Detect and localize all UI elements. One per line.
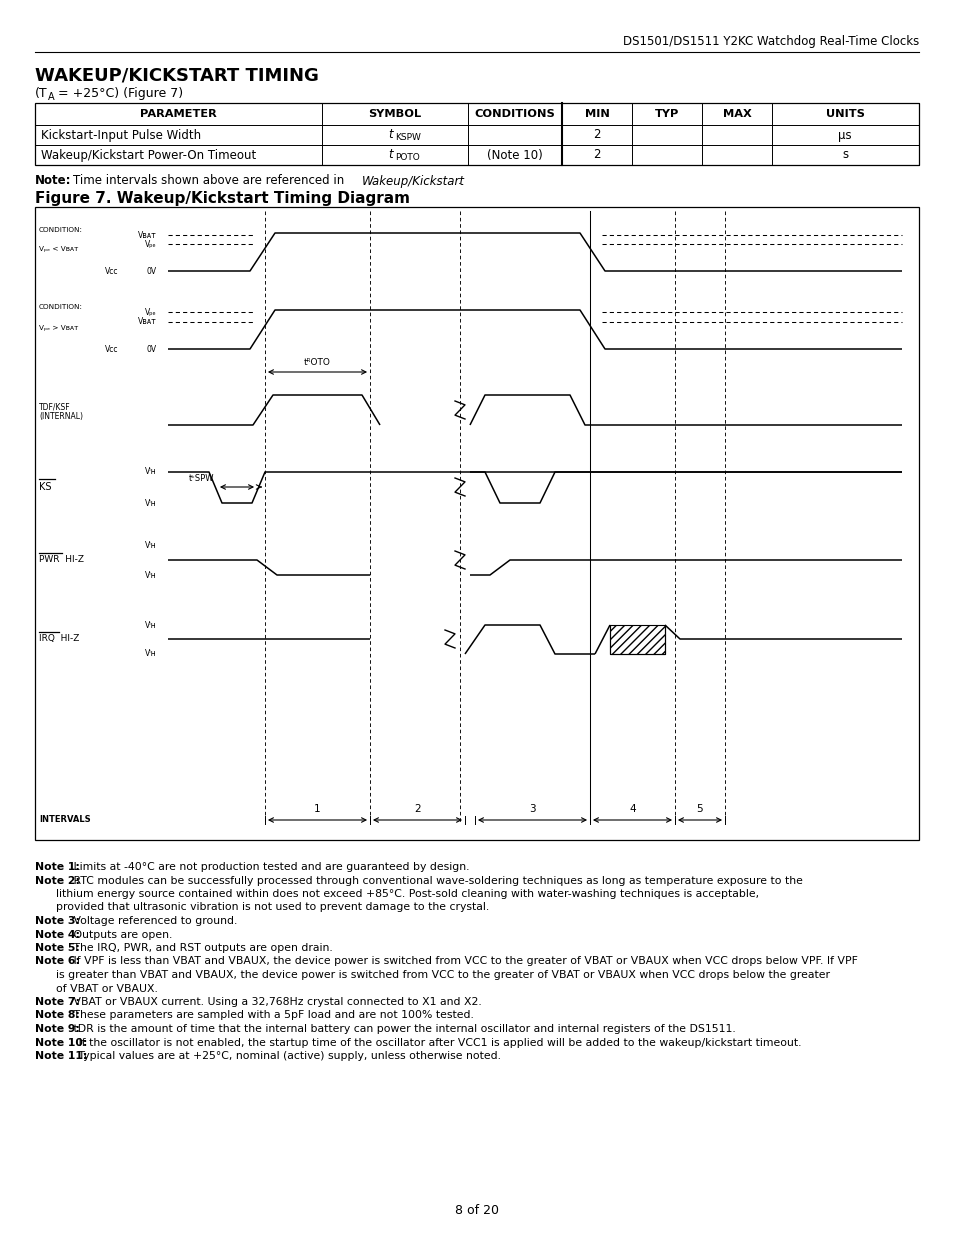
Text: tᴿOTO: tᴿOTO [303,358,330,367]
Text: 3: 3 [529,804,536,814]
Text: VBAT or VBAUX current. Using a 32,768Hz crystal connected to X1 and X2.: VBAT or VBAUX current. Using a 32,768Hz … [70,997,481,1007]
Text: Note 8:: Note 8: [35,1010,80,1020]
Text: Vᴵʜ: Vᴵʜ [145,620,157,630]
Text: TDF/KSF: TDF/KSF [39,403,71,411]
Text: IRQ  HI-Z: IRQ HI-Z [39,635,79,643]
Text: Wakeup/Kickstart Power-On Timeout: Wakeup/Kickstart Power-On Timeout [41,148,256,162]
Text: Vᴄᴄ: Vᴄᴄ [105,345,118,353]
Text: If VPF is less than VBAT and VBAUX, the device power is switched from VCC to the: If VPF is less than VBAT and VBAUX, the … [70,956,857,967]
Text: Vₚₑ > Vʙᴀᴛ: Vₚₑ > Vʙᴀᴛ [39,325,78,331]
Text: KSPW: KSPW [395,133,420,142]
Text: Wakeup/Kickstart: Wakeup/Kickstart [361,174,464,188]
Text: Vᴵʜ: Vᴵʜ [145,650,157,658]
Bar [609,625,664,655]
Text: Figure 7. Wakeup/Kickstart Timing Diagram: Figure 7. Wakeup/Kickstart Timing Diagra… [35,191,410,206]
Text: Note 1:: Note 1: [35,862,80,872]
Text: t: t [388,128,393,142]
Text: Note:: Note: [35,174,71,188]
Text: μs: μs [838,128,851,142]
Text: lithium energy source contained within does not exceed +85°C. Post-sold cleaning: lithium energy source contained within d… [35,889,759,899]
Text: Vʙᴀᴛ: Vʙᴀᴛ [138,317,157,326]
Text: is greater than VBAT and VBAUX, the device power is switched from VCC to the gre: is greater than VBAT and VBAUX, the devi… [35,969,829,981]
Text: CONDITION:: CONDITION: [39,227,83,233]
Text: (Note 10): (Note 10) [487,148,542,162]
Text: 5: 5 [696,804,702,814]
Text: Vᴵʜ: Vᴵʜ [145,571,157,579]
Text: 4: 4 [629,804,635,814]
Text: Note 7:: Note 7: [35,997,80,1007]
Text: Outputs are open.: Outputs are open. [70,930,172,940]
Text: RTC modules can be successfully processed through conventional wave-soldering te: RTC modules can be successfully processe… [70,876,802,885]
Text: .: . [457,174,461,188]
Text: Vʙᴀᴛ: Vʙᴀᴛ [138,231,157,240]
Text: (T: (T [35,88,48,100]
Text: PARAMETER: PARAMETER [139,109,216,119]
Text: Vₚₑ < Vʙᴀᴛ: Vₚₑ < Vʙᴀᴛ [39,246,78,252]
Text: CONDITIONS: CONDITIONS [475,109,555,119]
Text: 1: 1 [314,804,320,814]
Text: (INTERNAL): (INTERNAL) [39,412,83,421]
Text: Vᴵʜ: Vᴵʜ [145,468,157,477]
Text: The IRQ, PWR, and RST outputs are open drain.: The IRQ, PWR, and RST outputs are open d… [70,944,333,953]
Text: DS1501/DS1511 Y2KC Watchdog Real-Time Clocks: DS1501/DS1511 Y2KC Watchdog Real-Time Cl… [622,36,918,48]
Text: Note 10:: Note 10: [35,1037,88,1047]
Text: Voltage referenced to ground.: Voltage referenced to ground. [70,916,237,926]
Text: provided that ultrasonic vibration is not used to prevent damage to the crystal.: provided that ultrasonic vibration is no… [35,903,489,913]
Text: Time intervals shown above are referenced in: Time intervals shown above are reference… [73,174,348,188]
Text: MAX: MAX [721,109,751,119]
Text: These parameters are sampled with a 5pF load and are not 100% tested.: These parameters are sampled with a 5pF … [70,1010,474,1020]
Text: Vᴄᴄ: Vᴄᴄ [105,267,118,275]
Text: Limits at -40°C are not production tested and are guaranteed by design.: Limits at -40°C are not production teste… [70,862,469,872]
Text: 2: 2 [414,804,420,814]
Text: Note 6:: Note 6: [35,956,80,967]
Text: Kickstart-Input Pulse Width: Kickstart-Input Pulse Width [41,128,201,142]
Text: t: t [388,148,393,162]
Text: Typical values are at +25°C, nominal (active) supply, unless otherwise noted.: Typical values are at +25°C, nominal (ac… [75,1051,500,1061]
Text: of VBAT or VBAUX.: of VBAT or VBAUX. [35,983,157,993]
Text: tᵏSPW: tᵏSPW [189,474,213,483]
Text: Note 5:: Note 5: [35,944,80,953]
Text: KS: KS [39,482,51,492]
Text: If the oscillator is not enabled, the startup time of the oscillator after VCC1 : If the oscillator is not enabled, the st… [75,1037,801,1047]
Text: MIN: MIN [584,109,609,119]
Text: 8 of 20: 8 of 20 [455,1203,498,1216]
Text: Note 9:: Note 9: [35,1024,80,1034]
Text: Vᴵʜ: Vᴵʜ [145,499,157,508]
Text: 2: 2 [593,148,600,162]
Text: Vₚₑ: Vₚₑ [145,308,157,316]
Text: Vᴵʜ: Vᴵʜ [145,541,157,550]
Text: A: A [48,91,54,103]
Text: Vₚₑ: Vₚₑ [145,240,157,248]
Text: UNITS: UNITS [824,109,863,119]
Text: 2: 2 [593,128,600,142]
Text: CONDITION:: CONDITION: [39,304,83,310]
Text: Note 3:: Note 3: [35,916,80,926]
Text: Note 2:: Note 2: [35,876,80,885]
Text: PWR  HI-Z: PWR HI-Z [39,556,84,564]
Text: Note 11:: Note 11: [35,1051,88,1061]
Text: tDR is the amount of time that the internal battery can power the internal oscil: tDR is the amount of time that the inter… [70,1024,735,1034]
Text: INTERVALS: INTERVALS [39,815,91,825]
Text: s: s [841,148,847,162]
Text: SYMBOL: SYMBOL [368,109,421,119]
Bar [35,207,918,840]
Text: 0V: 0V [147,345,157,353]
Text: TYP: TYP [654,109,679,119]
Text: = +25°C) (Figure 7): = +25°C) (Figure 7) [54,88,183,100]
Text: WAKEUP/KICKSTART TIMING: WAKEUP/KICKSTART TIMING [35,67,318,85]
Text: Note 4:: Note 4: [35,930,80,940]
Text: 0V: 0V [147,267,157,275]
Bar [35,103,918,165]
Text: POTO: POTO [395,153,419,163]
